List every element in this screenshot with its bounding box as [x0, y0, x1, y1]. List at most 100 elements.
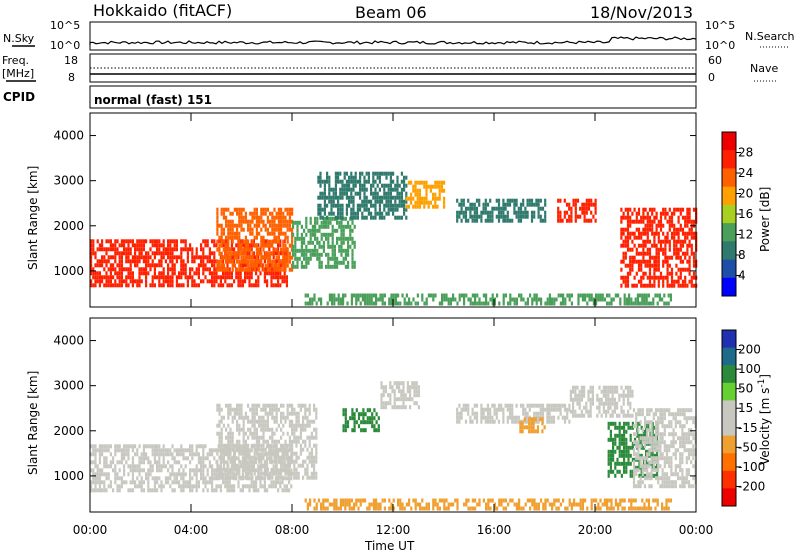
heatmap-cell [304, 403, 307, 408]
heatmap-cell [296, 228, 299, 233]
heatmap-cell [264, 471, 267, 476]
heatmap-cell [657, 255, 660, 260]
heatmap-cell [169, 255, 172, 260]
heatmap-cell [322, 244, 325, 249]
heatmap-cell [631, 247, 634, 252]
heatmap-cell [120, 243, 123, 248]
heatmap-cell [238, 423, 241, 428]
heatmap-cell [263, 275, 266, 280]
heatmap-cell [383, 207, 386, 212]
heatmap-cell [193, 472, 196, 477]
heatmap-cell [175, 275, 178, 280]
heatmap-cell [607, 397, 610, 402]
heatmap-cell [670, 267, 674, 272]
heatmap-cell [609, 449, 612, 454]
heatmap-cell [171, 444, 174, 449]
heatmap-cell [640, 231, 643, 236]
heatmap-cell [195, 444, 198, 449]
heatmap-cell [156, 239, 159, 244]
heatmap-cell [227, 255, 230, 260]
heatmap-cell [502, 411, 505, 416]
heatmap-cell [572, 389, 575, 394]
heatmap-cell [129, 259, 132, 264]
heatmap-cell [460, 415, 463, 420]
heatmap-cell [260, 455, 263, 460]
heatmap-cell [534, 429, 537, 434]
heatmap-cell [277, 247, 280, 252]
heatmap-cell [624, 207, 627, 212]
heatmap-cell [392, 195, 395, 200]
heatmap-cell [261, 452, 264, 457]
heatmap-cell [271, 215, 274, 220]
heatmap-cell [248, 243, 251, 248]
heatmap-cell [261, 476, 264, 481]
heatmap-cell [597, 293, 600, 298]
heatmap-cell [116, 476, 119, 481]
heatmap-cell [180, 259, 183, 264]
heatmap-cell [125, 279, 128, 284]
heatmap-cell [149, 255, 152, 260]
freq-unit: [MHz] [2, 67, 34, 80]
heatmap-cell [286, 211, 289, 216]
heatmap-cell [343, 171, 346, 176]
heatmap-cell [109, 267, 112, 272]
heatmap-cell [679, 243, 682, 248]
heatmap-cell [204, 267, 207, 272]
heatmap-cell [684, 215, 687, 220]
heatmap-cell [626, 211, 630, 216]
heatmap-cell [637, 408, 640, 413]
heatmap-cell [421, 297, 424, 302]
heatmap-cell [118, 243, 121, 248]
heatmap-cell [275, 235, 278, 240]
heatmap-cell [659, 432, 662, 437]
heatmap-cell [314, 228, 317, 233]
heatmap-cell [486, 407, 490, 412]
heatmap-cell [206, 259, 209, 264]
heatmap-cell [189, 275, 192, 280]
heatmap-cell [94, 279, 97, 284]
heatmap-cell [253, 235, 256, 240]
heatmap-cell [352, 199, 355, 204]
heatmap-cell [651, 283, 654, 288]
heatmap-cell [153, 275, 156, 280]
heatmap-cell [647, 301, 650, 306]
heatmap-cell [218, 259, 221, 264]
heatmap-cell [400, 191, 403, 196]
heatmap-cell [182, 472, 185, 477]
heatmap-cell [293, 451, 296, 456]
heatmap-cell [504, 293, 507, 298]
heatmap-cell [286, 251, 289, 256]
heatmap-cell [648, 472, 651, 477]
heatmap-cell [500, 403, 503, 408]
heatmap-cell [274, 251, 277, 256]
heatmap-cell [342, 228, 345, 233]
heatmap-cell [240, 243, 243, 248]
heatmap-cell [385, 183, 388, 188]
heatmap-cell [670, 231, 674, 236]
heatmap-cell [611, 385, 614, 390]
heatmap-cell [169, 448, 172, 453]
heatmap-cell [284, 223, 287, 228]
heatmap-cell [568, 407, 571, 412]
heatmap-cell [225, 267, 228, 272]
heatmap-cell [136, 476, 139, 481]
heatmap-cell [202, 464, 205, 469]
heatmap-cell [229, 247, 232, 252]
heatmap-cell [131, 259, 134, 264]
heatmap-cell [677, 231, 680, 236]
heatmap-cell [458, 419, 461, 424]
heatmap-cell [253, 419, 256, 424]
heatmap-cell [293, 471, 296, 476]
heatmap-cell [255, 263, 258, 268]
heatmap-cell [129, 275, 132, 280]
heatmap-cell [231, 463, 234, 468]
heatmap-cell [320, 260, 323, 265]
heatmap-cell [90, 460, 93, 465]
heatmap-cell [255, 235, 258, 240]
heatmap-cell [288, 455, 291, 460]
heatmap-cell [676, 436, 680, 441]
heatmap-cell [189, 468, 192, 473]
heatmap-cell [282, 251, 285, 256]
heatmap-cell [180, 452, 183, 457]
heatmap-cell [291, 427, 294, 432]
